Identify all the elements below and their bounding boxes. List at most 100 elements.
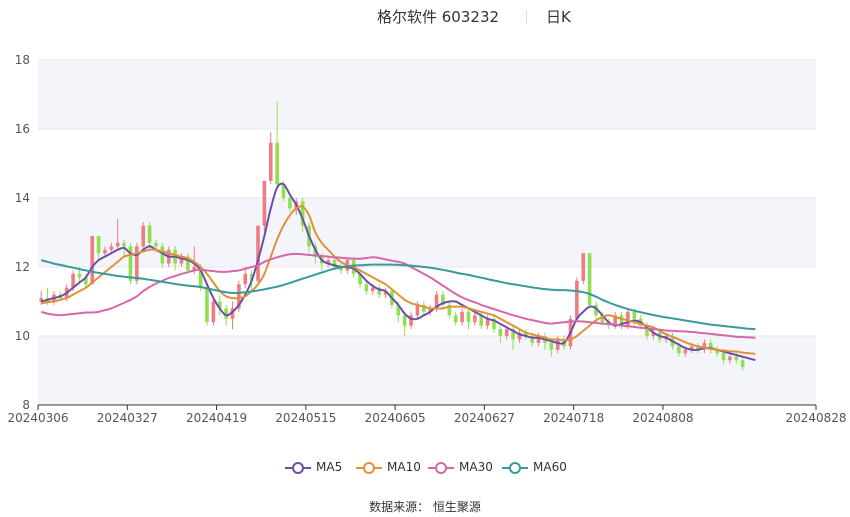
candle-body <box>179 256 184 264</box>
candle-body <box>626 311 630 326</box>
series-line-ma5 <box>40 182 756 362</box>
candle-body <box>453 315 458 323</box>
legend-marker-ma30 <box>428 462 454 474</box>
candle-body <box>396 304 401 316</box>
chart-title-bar: 格尔软件 603232 日K <box>0 6 850 28</box>
candle-body <box>84 277 88 285</box>
candle-body <box>147 225 152 243</box>
candle-body <box>275 142 279 185</box>
candle-body <box>504 329 509 336</box>
x-tick-label: 20240605 <box>365 411 426 425</box>
candle-body <box>364 284 369 292</box>
candle-body <box>186 256 190 271</box>
x-tick-label: 20240515 <box>275 411 336 425</box>
candle-body <box>71 273 75 288</box>
candle-body <box>613 315 617 326</box>
y-tick-label: 18 <box>15 53 30 67</box>
candle-body <box>211 301 216 323</box>
legend-label-ma30: MA30 <box>459 460 493 474</box>
candle-body <box>517 332 522 340</box>
candle-body <box>447 304 452 316</box>
candle-body <box>415 304 420 316</box>
candle-body <box>128 246 133 281</box>
candle-body <box>300 201 305 226</box>
candle-body <box>122 242 126 247</box>
candle-body <box>249 273 254 281</box>
candle-body <box>740 360 745 368</box>
candle-body <box>549 342 554 350</box>
candle-body <box>154 242 158 247</box>
candle-body <box>651 332 656 336</box>
chart-period-label: 日K <box>546 8 571 26</box>
x-tick-label: 20240306 <box>7 411 68 425</box>
y-tick-label: 12 <box>15 260 30 274</box>
candle-body <box>262 180 267 226</box>
candle-body <box>575 280 579 319</box>
candle-body <box>243 273 248 285</box>
candle-body <box>581 253 586 281</box>
candle-body <box>498 329 503 336</box>
legend-label-ma10: MA10 <box>387 460 421 474</box>
candle-body <box>115 242 120 247</box>
candle-body <box>587 253 592 305</box>
candle-body <box>383 291 388 295</box>
x-tick-label: 20240327 <box>97 411 158 425</box>
candle-body <box>619 315 624 326</box>
candle-body <box>645 325 649 336</box>
candle-body <box>103 249 107 254</box>
title-separator <box>526 10 527 24</box>
candle-body <box>339 267 343 271</box>
legend: MA5 MA10 MA30 MA60 <box>0 458 850 478</box>
x-tick-label: 20240718 <box>543 411 604 425</box>
candle-body <box>708 342 713 350</box>
candle-body <box>370 287 375 292</box>
candle-body <box>332 260 337 267</box>
candle-body <box>492 318 496 330</box>
candle-body <box>677 346 681 354</box>
candle-body <box>460 311 464 323</box>
candle-body <box>555 339 560 350</box>
candle-body <box>326 260 330 264</box>
candle-body <box>96 235 101 254</box>
chart-title: 格尔软件 603232 <box>377 8 500 26</box>
x-tick-label: 20240808 <box>632 411 693 425</box>
candle-body <box>422 304 426 312</box>
candle-body <box>485 318 490 326</box>
candle-body <box>479 315 484 326</box>
legend-label-ma60: MA60 <box>533 460 567 474</box>
candle-body <box>358 273 362 285</box>
candle-body <box>466 311 471 323</box>
candle-body <box>237 284 241 309</box>
candle-body <box>696 346 700 350</box>
y-tick-label: 14 <box>15 191 30 205</box>
candle-body <box>434 294 439 309</box>
candle-body <box>230 308 235 319</box>
candle-body <box>683 349 688 354</box>
candle-body <box>536 336 541 343</box>
candle-body <box>524 332 528 336</box>
candle-body <box>473 315 477 323</box>
candle-body <box>377 287 381 295</box>
candle-body <box>256 225 260 281</box>
candle-body <box>281 184 286 198</box>
legend-label-ma5: MA5 <box>316 460 343 474</box>
candle-body <box>728 356 732 361</box>
candlestick-chart: 8 10 12 14 16 18 20240306 20240327 20240419 20240… <box>7 53 846 425</box>
candle-body <box>594 304 598 316</box>
candle-body <box>402 315 407 326</box>
candle-body <box>511 329 515 340</box>
candle-body <box>135 246 139 281</box>
x-tick-label: 20240627 <box>454 411 515 425</box>
legend-marker-ma5 <box>285 462 311 474</box>
y-tick-label: 10 <box>15 329 30 343</box>
candle-body <box>268 142 273 181</box>
candle-body <box>600 315 605 323</box>
candle-body <box>689 346 694 350</box>
candle-body <box>205 287 209 323</box>
candle-body <box>77 273 82 278</box>
candle-body <box>160 246 165 264</box>
candle-body <box>217 301 222 309</box>
plot-band <box>38 60 816 129</box>
candle-body <box>702 342 707 350</box>
candle-body <box>288 198 292 209</box>
